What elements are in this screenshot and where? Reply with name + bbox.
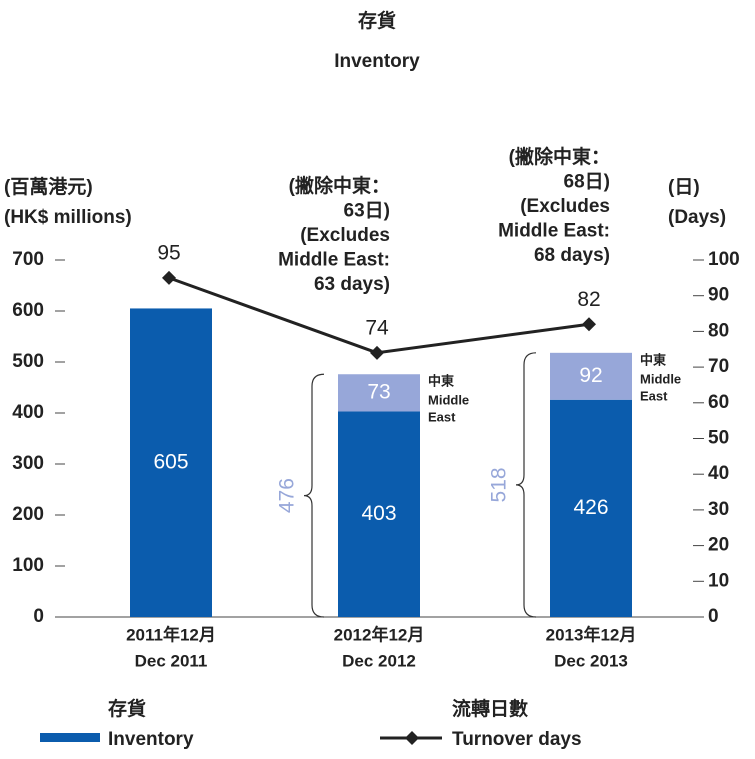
y-tick-label: 700 — [12, 249, 44, 270]
x-tick-label: 2012年12月 — [334, 624, 425, 644]
bar-value-label: 605 — [153, 450, 188, 473]
brace — [303, 373, 325, 618]
chart-title: 存貨 — [358, 9, 396, 32]
bar — [338, 411, 420, 617]
line-marker — [162, 270, 176, 285]
bar — [130, 308, 212, 617]
y-tick-label: 400 — [12, 402, 44, 423]
line-value-label: 74 — [365, 316, 389, 339]
total-label: 476 — [276, 478, 299, 513]
y2-tick-label: 60 — [708, 392, 729, 413]
annotation: (撇除中東： — [289, 174, 390, 197]
y2-tick-label: 40 — [708, 463, 729, 484]
x-tick-label: 2013年12月 — [546, 624, 637, 644]
legend-marker — [405, 731, 419, 745]
y2-tick-label: 80 — [708, 320, 729, 341]
annotation: (Excludes — [520, 196, 610, 217]
annotation: 63 days) — [314, 274, 390, 295]
y2-tick-label: 90 — [708, 285, 729, 306]
segment-label: 中東 — [640, 352, 666, 367]
legend-swatch — [40, 733, 100, 742]
annotation: 68 days) — [534, 245, 610, 266]
chart-subtitle: Inventory — [334, 51, 420, 72]
y-tick-label: 600 — [12, 300, 44, 321]
segment-label: East — [640, 388, 668, 403]
y-tick-label: 0 — [33, 606, 44, 627]
y2-axis-label: (Days) — [668, 207, 726, 228]
annotation: 68日) — [564, 172, 610, 193]
total-label: 518 — [488, 467, 511, 502]
annotation: 63日) — [344, 201, 390, 222]
segment-label: Middle — [640, 371, 681, 386]
y2-tick-label: 10 — [708, 570, 729, 591]
y2-tick-label: 50 — [708, 428, 729, 449]
segment-label: 中東 — [428, 374, 454, 389]
y2-tick-label: 100 — [708, 249, 740, 270]
legend-label: 存貨 — [108, 697, 146, 720]
y2-axis-label: (日) — [668, 177, 700, 198]
y-axis-label: (HK$ millions) — [4, 207, 132, 228]
y-tick-label: 300 — [12, 453, 44, 474]
x-tick-label: Dec 2012 — [342, 651, 416, 670]
x-tick-label: Dec 2013 — [554, 651, 628, 670]
bar-value-label: 403 — [361, 502, 396, 525]
legend-label: Inventory — [108, 729, 194, 750]
legend-label: Turnover days — [452, 729, 582, 750]
annotation: (撇除中東： — [509, 145, 610, 168]
y2-tick-label: 20 — [708, 535, 729, 556]
bar-value-label: 92 — [579, 364, 602, 387]
y2-tick-label: 30 — [708, 499, 729, 520]
segment-label: East — [428, 410, 456, 425]
y2-tick-label: 70 — [708, 356, 729, 377]
bar — [550, 352, 632, 400]
y-axis-label: (百萬港元) — [4, 176, 93, 198]
y2-tick-label: 0 — [708, 606, 719, 627]
y-tick-label: 500 — [12, 351, 44, 372]
x-tick-label: Dec 2011 — [135, 651, 208, 670]
bar-value-label: 73 — [367, 380, 390, 403]
line-value-label: 82 — [577, 288, 600, 311]
line-marker — [370, 345, 384, 360]
y-tick-label: 100 — [12, 555, 44, 576]
line-value-label: 95 — [157, 241, 180, 264]
brace — [515, 352, 537, 618]
bar — [550, 399, 632, 617]
annotation: Middle East: — [278, 250, 390, 271]
bar — [338, 374, 420, 412]
segment-label: Middle — [428, 393, 469, 408]
annotation: Middle East: — [498, 221, 610, 242]
y-tick-label: 200 — [12, 504, 44, 525]
annotation: (Excludes — [300, 225, 390, 246]
line-marker — [582, 317, 596, 332]
bar-value-label: 426 — [573, 496, 608, 519]
x-tick-label: 2011年12月 — [126, 624, 216, 644]
legend-label: 流轉日數 — [452, 697, 528, 720]
